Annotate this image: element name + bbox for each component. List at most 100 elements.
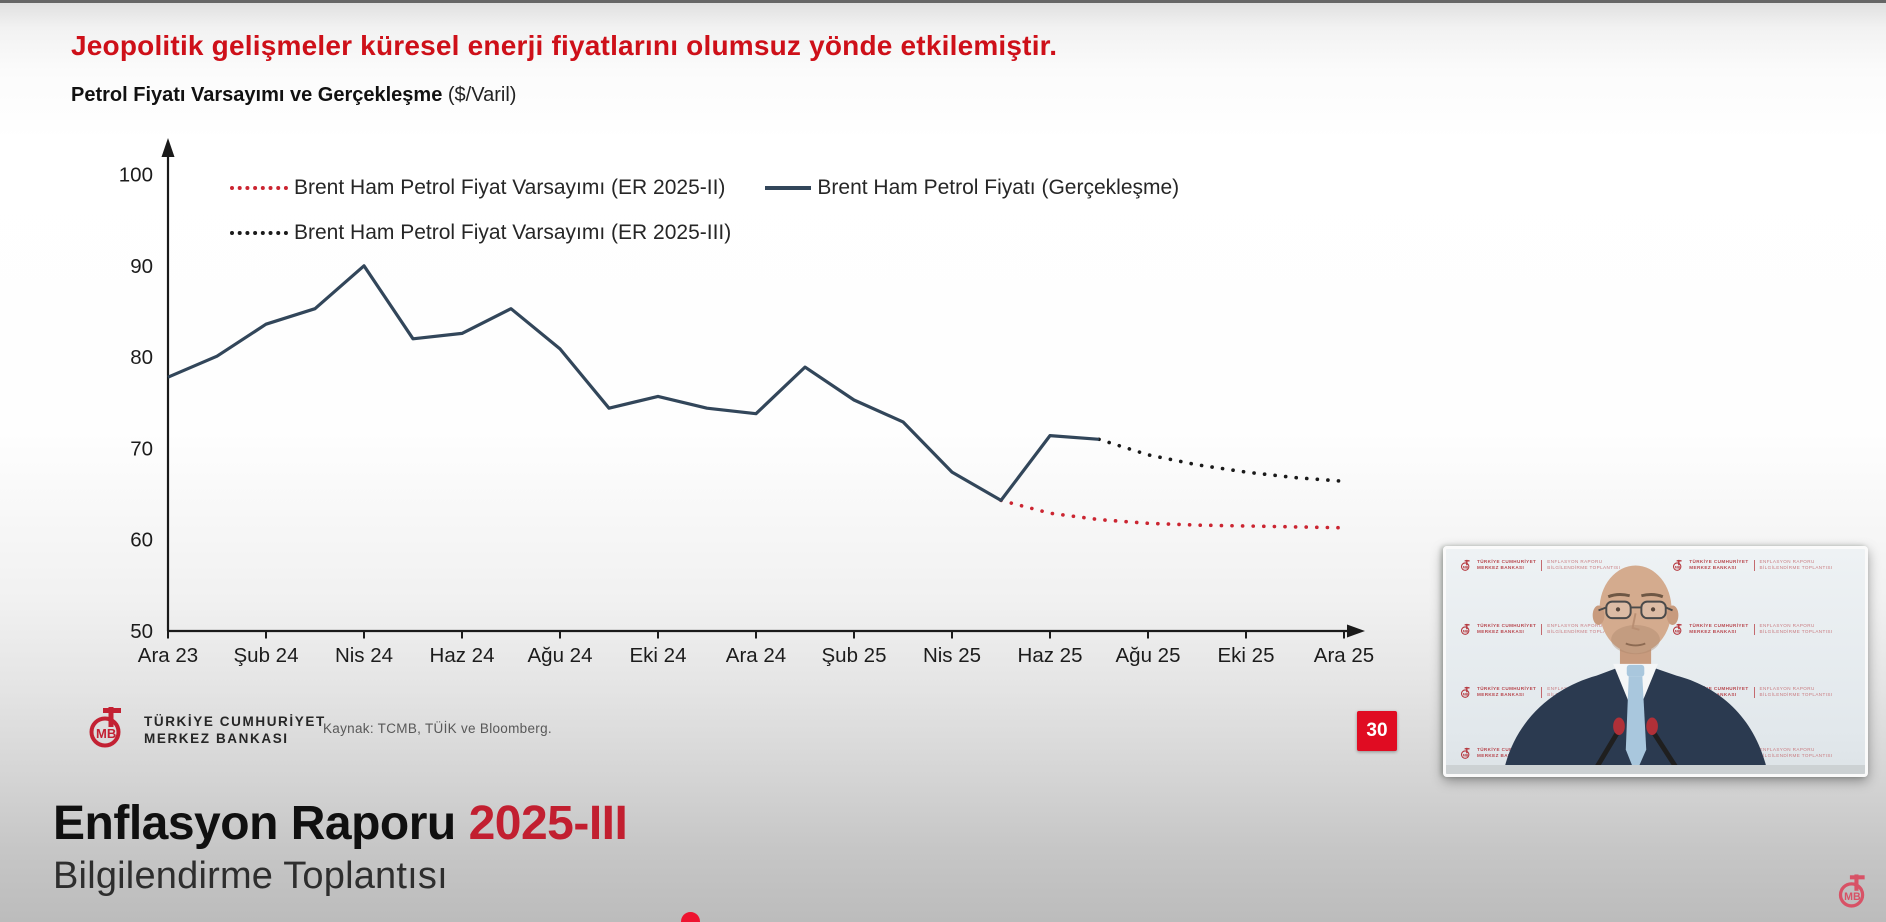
legend-marker-solid-line-icon <box>765 186 812 190</box>
speaker-stubble <box>1611 624 1660 655</box>
x-tick-label: Şub 25 <box>822 644 887 667</box>
speaker-tie <box>1625 676 1647 774</box>
y-tick-label: 80 <box>130 346 153 369</box>
report-edition: 2025-III <box>468 797 628 850</box>
backdrop-divider <box>1753 686 1755 698</box>
tcmb-logo-icon: MB <box>1460 559 1470 571</box>
legend-item-er2025-ii: Brent Ham Petrol Fiyat Varsayımı (ER 202… <box>230 176 725 200</box>
x-tick-label: Nis 24 <box>335 644 393 667</box>
page-number-badge: 30 <box>1357 711 1397 751</box>
x-tick-label: Eki 24 <box>630 644 687 667</box>
top-edge-strip <box>0 0 1886 3</box>
source-text: Kaynak: TCMB, TÜİK ve Bloomberg. <box>323 721 552 736</box>
bank-name: TÜRKİYE CUMHURİYET MERKEZ BANKASI <box>144 713 326 747</box>
speaker-figure <box>1503 565 1768 774</box>
backdrop-divider <box>1541 559 1543 571</box>
svg-text:MB: MB <box>1844 891 1861 903</box>
speaker-eyebrow-left <box>1607 593 1631 599</box>
y-tick-label: 60 <box>130 529 153 552</box>
chart-heading-main: Petrol Fiyatı Varsayımı ve Gerçekleşme <box>71 84 443 106</box>
chart-legend-row-1: Brent Ham Petrol Fiyat Varsayımı (ER 202… <box>230 176 1179 200</box>
y-axis-arrow-icon <box>161 138 175 157</box>
tcmb-logo-icon: MB <box>1673 623 1682 635</box>
tcmb-logo-icon: MB <box>1838 874 1865 908</box>
y-tick-label: 100 <box>119 164 153 187</box>
bank-name-line1: TÜRKİYE CUMHURİYET <box>144 713 326 729</box>
speaker-head <box>1599 565 1672 654</box>
bank-identity: MB TÜRKİYE CUMHURİYET MERKEZ BANKASI <box>86 704 326 755</box>
report-title: Enflasyon Raporu 2025-III <box>53 797 628 850</box>
tcmb-logo-icon: MB <box>1673 559 1682 571</box>
legend-marker-dotted-red-icon <box>230 186 288 190</box>
svg-text:MB: MB <box>1463 753 1469 757</box>
y-tick-label: 70 <box>130 437 153 460</box>
slide-title: Jeopolitik gelişmeler küresel enerji fiy… <box>71 30 1058 61</box>
series-dotted-line <box>1097 437 1346 484</box>
bottom-red-dot <box>681 912 700 922</box>
legend-label-er2025-ii: Brent Ham Petrol Fiyat Varsayımı (ER 202… <box>294 176 726 199</box>
chart-heading-unit: ($/Varil) <box>442 84 517 106</box>
chart-heading: Petrol Fiyatı Varsayımı ve Gerçekleşme (… <box>71 84 516 107</box>
speaker-nose <box>1631 613 1640 631</box>
speaker-mouth <box>1625 642 1646 647</box>
svg-text:MB: MB <box>1463 565 1469 569</box>
x-tick-label: Şub 24 <box>234 644 299 667</box>
speaker-eyebrow-right <box>1641 593 1664 599</box>
x-tick-label: Ağu 24 <box>528 644 593 667</box>
y-tick-label: 50 <box>130 620 153 643</box>
x-tick-label: Eki 25 <box>1218 644 1275 667</box>
legend-marker-dotted-black-icon <box>230 231 288 235</box>
legend-label-er2025-iii: Brent Ham Petrol Fiyat Varsayımı (ER 202… <box>294 221 732 244</box>
tcmb-corner-logo-icon: MB <box>1836 872 1872 915</box>
speaker-ear-left <box>1592 605 1605 625</box>
tcmb-logo-icon: MB <box>86 704 130 755</box>
y-tick-label: 90 <box>130 255 153 278</box>
svg-text:MB: MB <box>96 726 116 741</box>
backdrop-divider <box>1541 686 1543 698</box>
series-solid-line <box>167 264 1100 502</box>
x-tick-label: Nis 25 <box>923 644 981 667</box>
x-tick-label: Haz 25 <box>1018 644 1083 667</box>
svg-text:MB: MB <box>1463 692 1469 696</box>
svg-text:MB: MB <box>1463 629 1469 633</box>
speaker-eye-right <box>1650 607 1656 612</box>
backdrop-divider <box>1541 623 1543 635</box>
legend-item-er2025-iii: Brent Ham Petrol Fiyat Varsayımı (ER 202… <box>230 221 731 245</box>
tcmb-logo-icon: MB <box>1460 623 1470 635</box>
x-tick-label: Ara 23 <box>138 644 198 667</box>
mic-windscreen-left-icon <box>1613 717 1625 736</box>
backdrop-divider <box>1753 559 1755 571</box>
tcmb-logo-icon: MB <box>1460 747 1470 759</box>
speaker-ear-right <box>1666 605 1679 625</box>
speaker-eye-left <box>1615 607 1621 612</box>
bank-name-line2: MERKEZ BANKASI <box>144 730 289 746</box>
series-dotted-line <box>999 498 1346 530</box>
x-tick-label: Ara 24 <box>726 644 786 667</box>
x-tick-label: Ara 25 <box>1314 644 1374 667</box>
legend-label-realized: Brent Ham Petrol Fiyatı (Gerçekleşme) <box>817 176 1180 199</box>
report-subtitle: Bilgilendirme Toplantısı <box>53 855 448 897</box>
chart-legend-row-2: Brent Ham Petrol Fiyat Varsayımı (ER 202… <box>230 221 731 245</box>
mic-windscreen-right-icon <box>1646 717 1658 736</box>
tcmb-logo-icon: MB <box>1460 686 1470 698</box>
svg-text:MB: MB <box>1675 629 1681 633</box>
